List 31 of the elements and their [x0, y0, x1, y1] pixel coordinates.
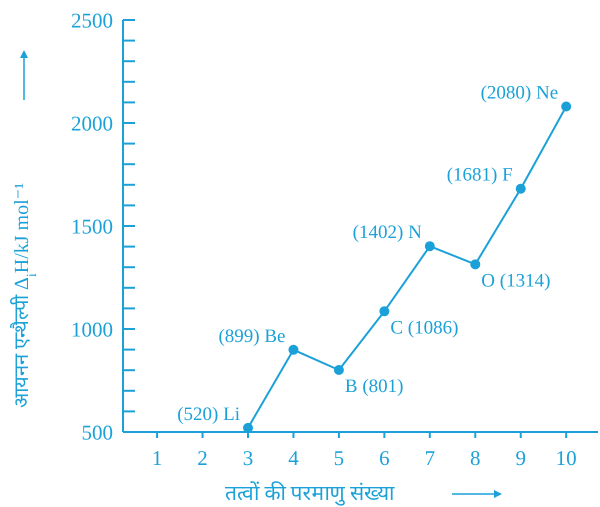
annotation: (2080) Ne	[480, 82, 558, 104]
x-tick-label: 2	[197, 446, 208, 470]
point	[379, 306, 390, 316]
x-tick-label: 6	[379, 446, 390, 470]
annotation: B (801)	[344, 376, 404, 397]
x-tick-label: 9	[515, 446, 526, 470]
y-tick-label: 2500	[71, 8, 113, 32]
point	[561, 102, 572, 112]
annotation: (899) Be	[218, 326, 286, 347]
point	[470, 259, 480, 270]
point	[288, 344, 298, 355]
x-axis-title: तत्वों की परमाणु संख्या	[225, 481, 395, 506]
annotation: (1402) N	[352, 222, 422, 244]
y-tick-label: 2000	[71, 111, 113, 136]
annotation: C (1086)	[390, 317, 458, 338]
x-tick-label: 5	[334, 446, 344, 470]
x-tick-label: 8	[470, 446, 481, 470]
point	[334, 364, 344, 375]
point	[516, 184, 526, 194]
x-tick-label: 10	[556, 446, 577, 470]
y-tick-label: 500	[82, 420, 113, 444]
annotation: O (1314)	[481, 270, 550, 292]
x-tick-label: 3	[242, 446, 254, 470]
y-tick-label: 1500	[71, 214, 113, 238]
y-tick-label: 1000	[71, 317, 113, 342]
annotation: (1681) F	[446, 164, 513, 186]
annotation: (520) Li	[177, 404, 240, 425]
x-tick-label: 4	[288, 446, 300, 470]
point	[424, 241, 435, 252]
x-tick-label: 7	[424, 446, 436, 470]
x-tick-label: 1	[152, 446, 162, 470]
